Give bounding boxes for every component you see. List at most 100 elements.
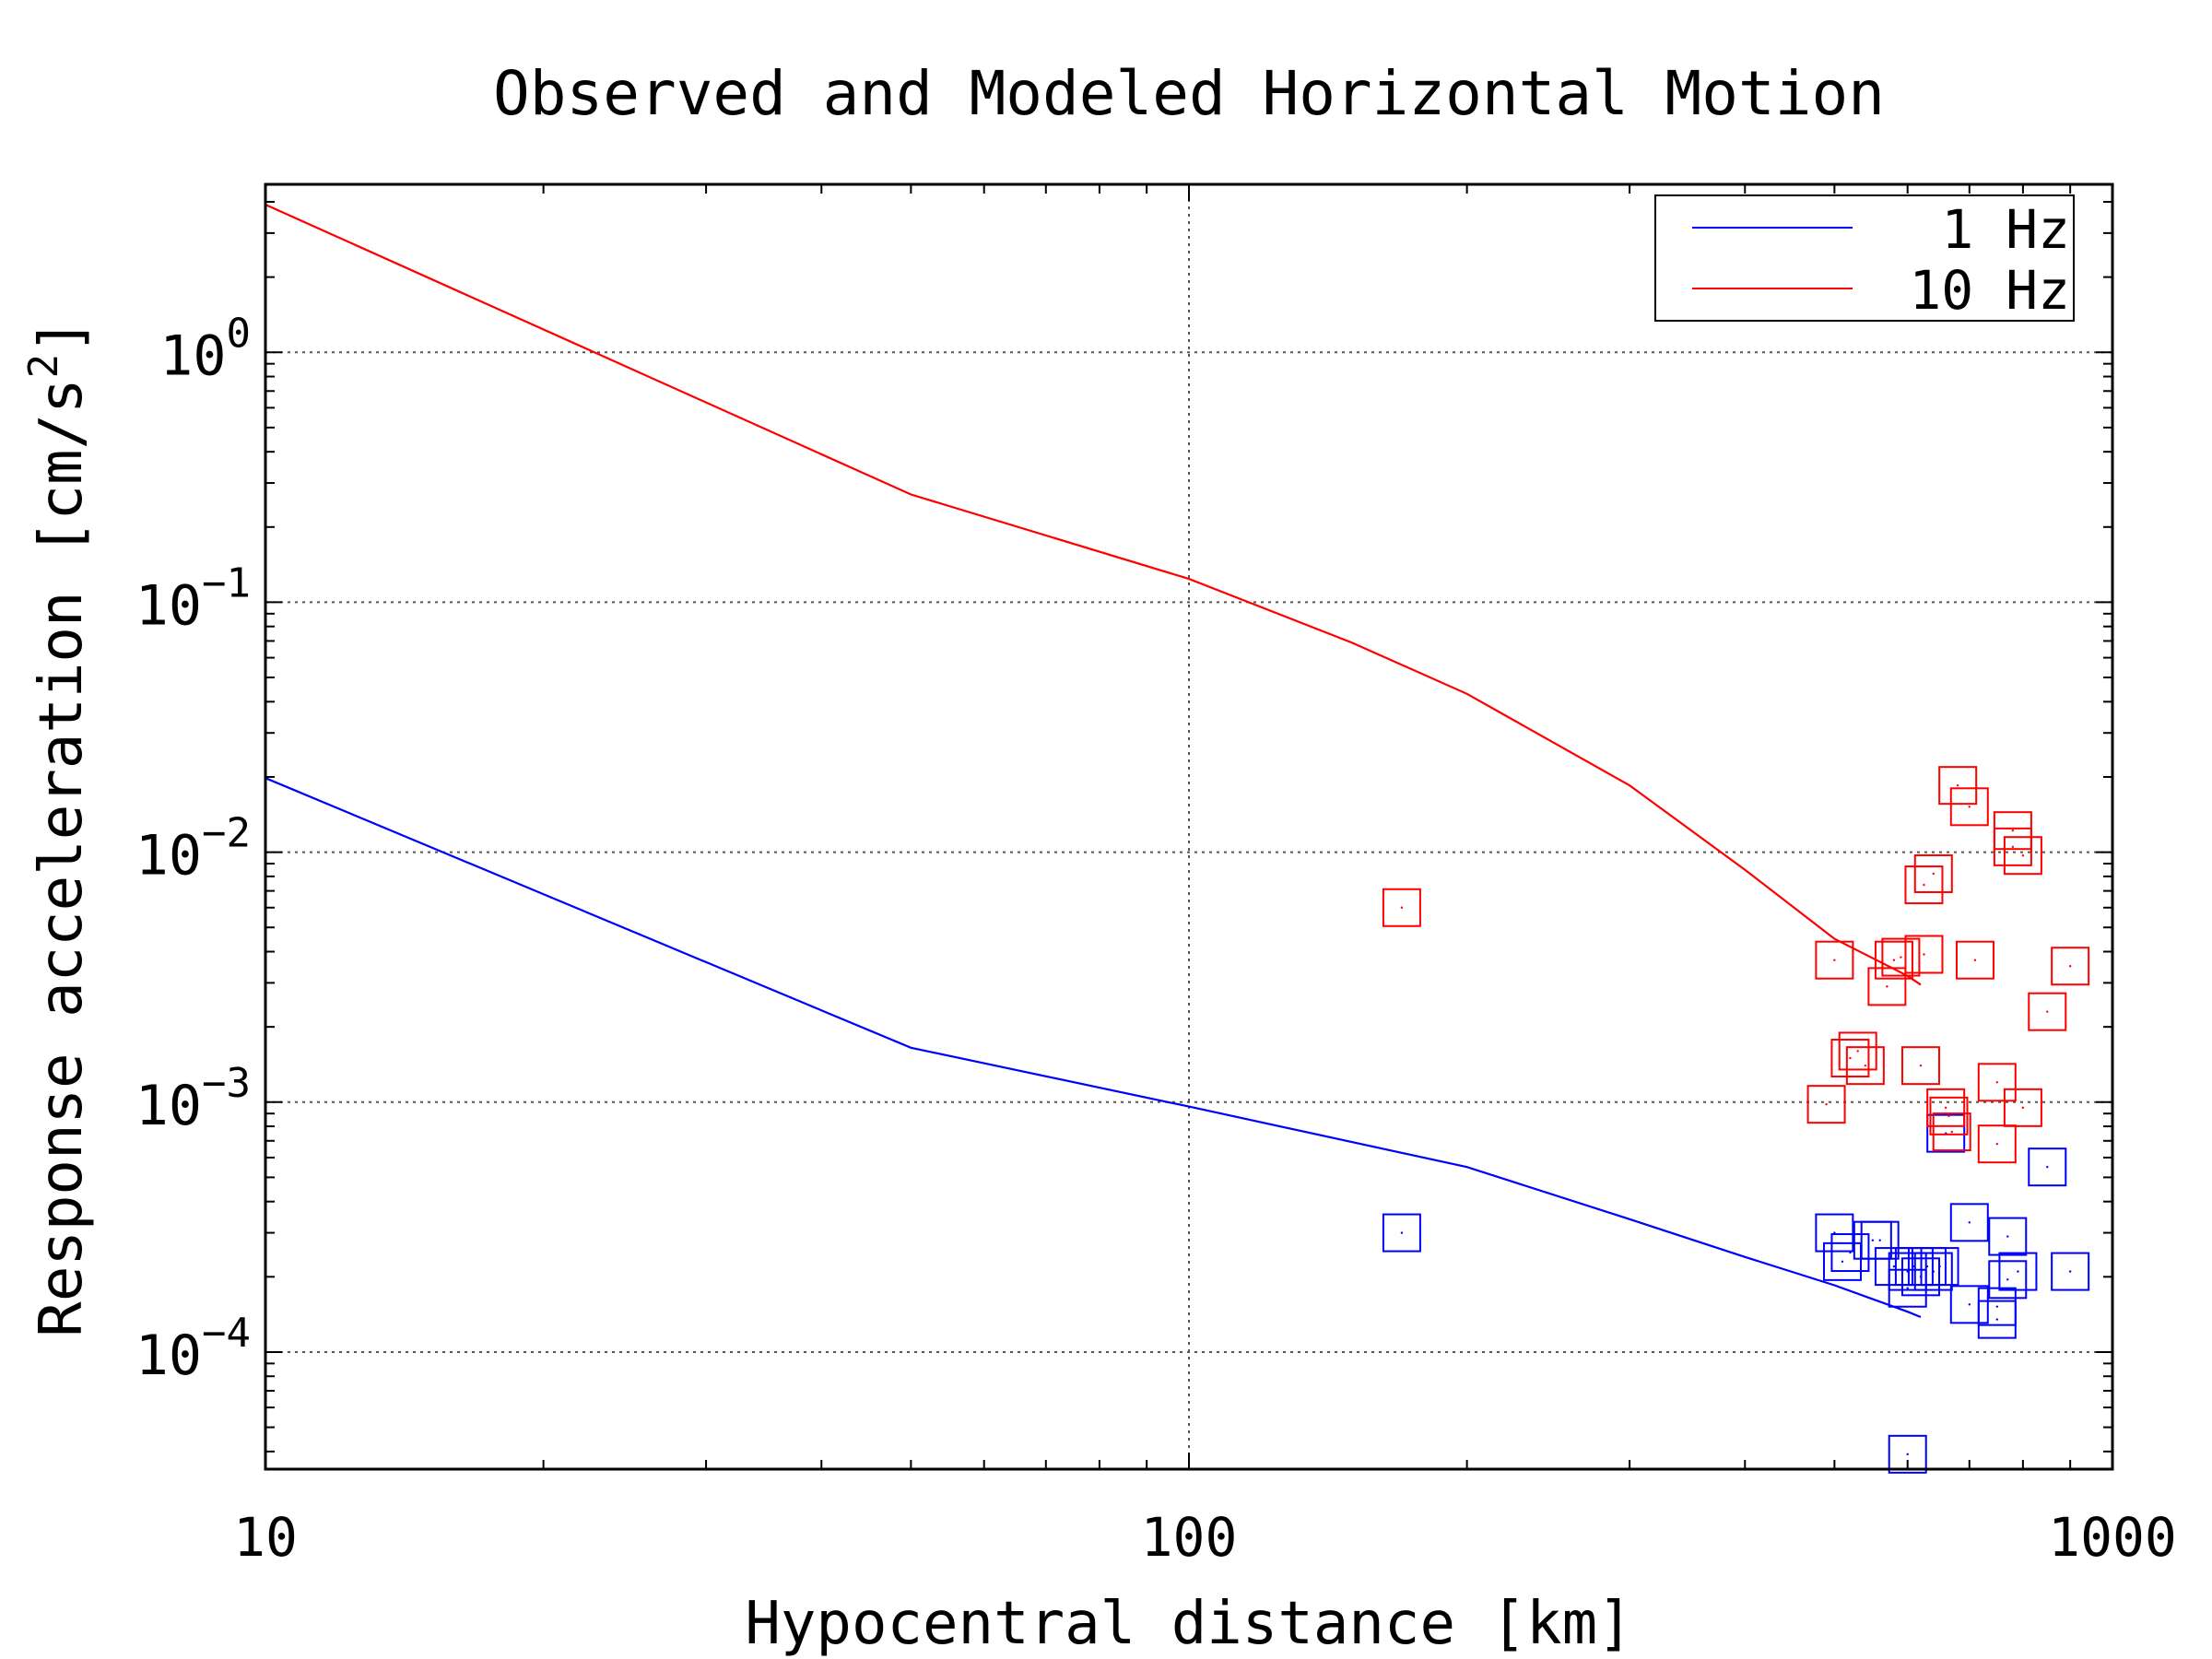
observed-point-1hz	[1888, 1434, 1927, 1474]
legend-box	[1654, 194, 2075, 322]
x-tick-labels: 10 100 1000	[233, 1506, 2177, 1569]
observed-point-center-1hz	[1938, 1265, 1941, 1268]
observed-point-center-10hz	[2046, 1010, 2049, 1013]
legend: 1 Hz 10 Hz	[1654, 194, 2075, 322]
x-axis-label: Hypocentral distance [km]	[745, 1590, 1632, 1658]
observed-point-center-10hz	[1900, 956, 1902, 959]
y-axis-label-superscript: 2	[20, 354, 67, 379]
y-tick-base: 10	[159, 324, 226, 388]
observed-point-10hz	[1830, 1039, 1870, 1078]
axis-ticks	[265, 184, 2113, 1469]
observed-point-1hz	[1830, 1233, 1870, 1273]
series-group	[265, 203, 2090, 1474]
observed-point-10hz	[2028, 992, 2067, 1031]
observed-point-10hz	[1949, 787, 1989, 827]
observed-point-10hz	[2003, 836, 2042, 876]
observed-point-10hz	[1815, 940, 1854, 980]
observed-point-10hz	[1382, 888, 1421, 927]
y-tick-label: 10−3	[135, 1060, 251, 1138]
observed-point-center-1hz	[1892, 1265, 1896, 1268]
observed-point-center-1hz	[1968, 1303, 1971, 1306]
model-line-1hz	[265, 777, 1922, 1319]
observed-point-center-1hz	[1871, 1239, 1875, 1241]
observed-point-10hz	[1881, 937, 1921, 977]
observed-point-center-1hz	[1400, 1231, 1404, 1234]
observed-point-center-1hz	[1968, 1221, 1971, 1224]
observed-point-center-10hz	[1886, 985, 1888, 988]
observed-point-1hz	[1913, 1252, 1953, 1291]
x-tick-label: 100	[1141, 1506, 1238, 1569]
observed-point-center-1hz	[2006, 1235, 2009, 1238]
x-tick-label: 1000	[2048, 1506, 2177, 1569]
observed-point-10hz	[1904, 935, 1944, 974]
observed-point-center-10hz	[1919, 1064, 1923, 1067]
observed-point-center-10hz	[1825, 1102, 1828, 1106]
observed-point-center-1hz	[1995, 1318, 1999, 1321]
observed-point-10hz	[1993, 827, 2032, 866]
observed-point-center-1hz	[1925, 1265, 1929, 1268]
observed-point-center-10hz	[2068, 965, 2072, 968]
observed-point-10hz	[1932, 1112, 1971, 1152]
observed-point-10hz	[1867, 967, 1907, 1006]
observed-point-1hz	[1988, 1260, 2028, 1300]
observed-point-10hz	[2051, 947, 2090, 986]
y-tick-base: 10	[135, 1074, 202, 1138]
observed-point-center-1hz	[2046, 1165, 2049, 1169]
model-line-10hz	[265, 203, 1922, 986]
legend-label-10hz: 10 Hz	[1909, 259, 2070, 322]
y-tick-base: 10	[135, 824, 202, 888]
plot-frame	[264, 182, 2114, 1471]
observed-point-center-10hz	[1864, 1064, 1867, 1067]
legend-label-1hz: 1 Hz	[1941, 198, 2070, 261]
observed-point-center-10hz	[1944, 1106, 1947, 1110]
observed-point-center-1hz	[2006, 1278, 2009, 1281]
observed-point-center-10hz	[1400, 906, 1404, 909]
observed-point-center-10hz	[1968, 806, 1971, 808]
grid	[265, 184, 2112, 1469]
y-tick-exponent: −3	[202, 1060, 251, 1107]
observed-point-center-10hz	[1833, 959, 1836, 961]
observed-point-10hz	[1955, 940, 1994, 980]
y-tick-exponent: −4	[202, 1310, 251, 1357]
observed-point-1hz	[1888, 1268, 1927, 1308]
observed-point-1hz	[1977, 1287, 2017, 1326]
observed-point-center-1hz	[1906, 1453, 1909, 1456]
observed-point-center-10hz	[1973, 959, 1977, 961]
observed-point-1hz	[1920, 1247, 1959, 1287]
observed-point-center-10hz	[1923, 953, 1925, 956]
observed-point-center-1hz	[1906, 1287, 1909, 1289]
y-tick-base: 10	[135, 573, 202, 638]
y-axis-label: Response acceleration [cm/s2]	[20, 318, 96, 1336]
observed-point-10hz	[1845, 1046, 1885, 1086]
y-tick-label: 10−4	[135, 1310, 251, 1388]
observed-point-center-1hz	[1995, 1305, 1999, 1308]
y-axis-label-tail: ]	[28, 318, 96, 354]
observed-point-1hz	[1998, 1252, 2038, 1291]
observed-point-10hz	[1977, 1063, 2017, 1102]
y-axis-label-main: Response acceleration [cm/s	[28, 378, 96, 1336]
observed-point-1hz	[1949, 1203, 1989, 1242]
observed-point-1hz	[2051, 1252, 2090, 1291]
observed-point-center-10hz	[2021, 1106, 2025, 1110]
observed-point-center-10hz	[1932, 872, 1935, 876]
observed-point-1hz	[1874, 1247, 1913, 1287]
observed-point-center-10hz	[2011, 845, 2015, 849]
observed-point-10hz	[2003, 1088, 2042, 1127]
observed-point-center-10hz	[2011, 829, 2015, 832]
observed-point-center-10hz	[1947, 1114, 1950, 1118]
observed-point-10hz	[1938, 766, 1978, 806]
observed-point-10hz	[1806, 1085, 1846, 1124]
observed-point-center-1hz	[1849, 1251, 1852, 1254]
y-tick-label: 100	[159, 310, 251, 388]
observed-point-10hz	[1913, 853, 1953, 893]
y-tick-exponent: 0	[227, 310, 252, 357]
observed-point-1hz	[1382, 1213, 1421, 1253]
observed-point-center-10hz	[1849, 1056, 1852, 1060]
observed-point-1hz	[1949, 1285, 1989, 1324]
observed-point-10hz	[1926, 1088, 1966, 1127]
observed-point-center-10hz	[1892, 959, 1896, 961]
x-tick-label: 10	[233, 1506, 298, 1569]
observed-point-center-10hz	[1995, 1081, 1999, 1084]
